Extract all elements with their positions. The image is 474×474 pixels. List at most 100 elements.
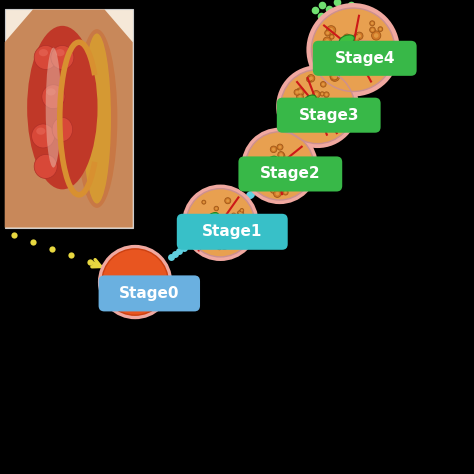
Circle shape xyxy=(301,169,303,171)
Circle shape xyxy=(324,56,327,59)
Ellipse shape xyxy=(242,157,317,185)
FancyBboxPatch shape xyxy=(278,108,286,123)
Circle shape xyxy=(318,123,326,131)
Circle shape xyxy=(296,88,304,96)
Circle shape xyxy=(316,106,321,111)
Text: Stage4: Stage4 xyxy=(335,51,395,66)
Circle shape xyxy=(239,212,242,215)
Circle shape xyxy=(358,42,365,49)
Circle shape xyxy=(307,104,312,110)
Circle shape xyxy=(218,224,220,227)
Circle shape xyxy=(209,232,215,238)
Circle shape xyxy=(320,125,324,129)
Circle shape xyxy=(223,244,226,248)
Circle shape xyxy=(297,93,303,100)
Circle shape xyxy=(331,36,333,38)
Circle shape xyxy=(345,69,349,73)
Text: Stage1: Stage1 xyxy=(202,224,263,239)
Circle shape xyxy=(237,210,244,217)
Circle shape xyxy=(339,62,344,66)
Circle shape xyxy=(327,26,336,35)
Circle shape xyxy=(310,117,312,119)
Circle shape xyxy=(246,132,314,200)
Circle shape xyxy=(357,34,361,38)
Circle shape xyxy=(207,223,214,230)
Circle shape xyxy=(316,105,319,108)
Circle shape xyxy=(305,101,311,108)
Circle shape xyxy=(354,45,359,50)
Circle shape xyxy=(348,70,352,73)
Circle shape xyxy=(308,106,311,109)
Circle shape xyxy=(196,235,198,237)
Circle shape xyxy=(307,111,313,118)
Circle shape xyxy=(228,218,234,224)
Circle shape xyxy=(273,171,277,174)
Ellipse shape xyxy=(42,85,65,109)
Circle shape xyxy=(257,169,260,172)
FancyBboxPatch shape xyxy=(240,167,247,182)
Circle shape xyxy=(355,67,362,73)
Circle shape xyxy=(210,219,215,225)
Circle shape xyxy=(277,167,280,170)
Circle shape xyxy=(345,52,351,57)
Text: Stage3: Stage3 xyxy=(299,108,359,123)
Circle shape xyxy=(350,66,353,69)
FancyBboxPatch shape xyxy=(277,98,381,133)
Ellipse shape xyxy=(277,98,358,127)
Circle shape xyxy=(305,106,309,110)
Circle shape xyxy=(272,159,274,161)
Ellipse shape xyxy=(34,155,57,179)
Ellipse shape xyxy=(307,39,399,73)
Circle shape xyxy=(314,103,321,110)
Circle shape xyxy=(349,64,355,71)
Circle shape xyxy=(298,95,302,99)
Circle shape xyxy=(208,233,212,237)
Circle shape xyxy=(277,144,283,150)
Circle shape xyxy=(322,98,330,106)
Circle shape xyxy=(343,43,346,47)
Circle shape xyxy=(370,27,375,33)
Circle shape xyxy=(322,106,324,109)
Circle shape xyxy=(302,109,306,113)
Circle shape xyxy=(297,169,301,173)
Circle shape xyxy=(254,171,258,174)
Circle shape xyxy=(324,92,329,97)
Circle shape xyxy=(309,76,313,80)
Circle shape xyxy=(354,36,358,40)
Circle shape xyxy=(314,104,320,110)
Circle shape xyxy=(342,48,347,53)
Circle shape xyxy=(210,234,213,237)
Circle shape xyxy=(351,48,356,53)
Circle shape xyxy=(255,172,257,173)
Circle shape xyxy=(307,103,310,106)
Circle shape xyxy=(339,100,342,102)
Circle shape xyxy=(356,63,364,70)
Circle shape xyxy=(371,28,374,31)
Circle shape xyxy=(316,117,319,120)
Circle shape xyxy=(343,67,351,74)
Circle shape xyxy=(314,92,318,96)
Circle shape xyxy=(318,107,320,109)
Ellipse shape xyxy=(34,46,57,70)
Circle shape xyxy=(216,223,222,228)
Circle shape xyxy=(329,28,333,33)
Circle shape xyxy=(346,53,349,56)
Ellipse shape xyxy=(339,35,355,45)
FancyBboxPatch shape xyxy=(177,214,288,250)
Circle shape xyxy=(296,91,299,94)
Circle shape xyxy=(278,153,285,159)
Circle shape xyxy=(237,236,238,238)
FancyBboxPatch shape xyxy=(178,224,186,239)
Circle shape xyxy=(215,208,218,210)
Circle shape xyxy=(332,74,337,79)
Circle shape xyxy=(286,164,291,168)
Circle shape xyxy=(278,146,282,149)
Circle shape xyxy=(216,220,218,222)
Circle shape xyxy=(303,158,308,163)
FancyBboxPatch shape xyxy=(238,156,342,191)
Circle shape xyxy=(255,162,259,166)
Circle shape xyxy=(337,60,346,69)
Circle shape xyxy=(301,167,308,174)
Circle shape xyxy=(342,55,346,58)
Circle shape xyxy=(323,48,328,53)
